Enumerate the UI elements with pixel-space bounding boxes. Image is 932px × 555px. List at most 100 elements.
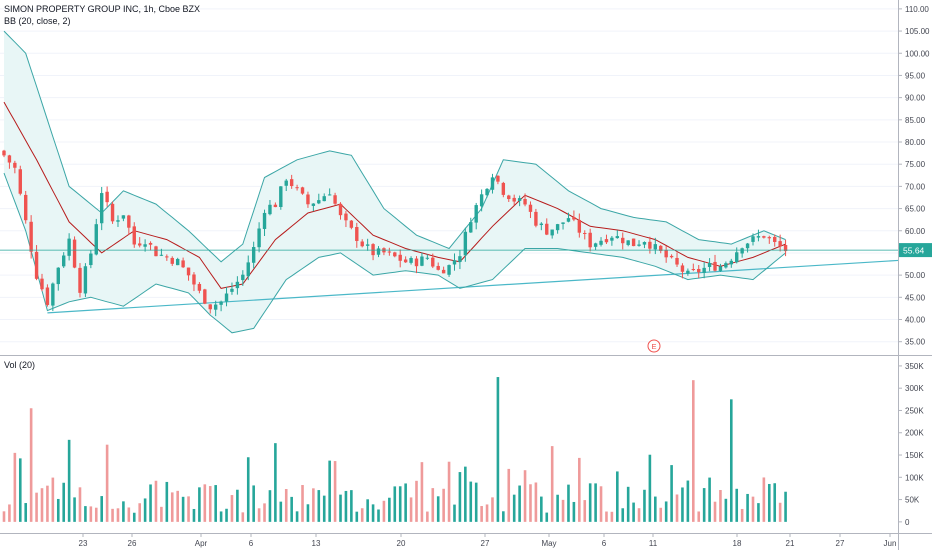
volume-tick-label: 100K [905,473,924,482]
candle-body [409,258,413,263]
volume-bar [599,486,603,522]
candle-body [512,197,516,202]
candle-body [664,250,668,258]
candle-body [458,256,462,263]
candle-body [99,193,104,224]
earnings-marker[interactable]: E [647,339,661,353]
candle-body [360,241,364,247]
volume-tick-label: 150K [905,451,924,460]
volume-legend[interactable]: Vol (20) [4,360,36,370]
volume-bar [192,508,196,522]
candle-body [13,162,17,168]
candle-body [604,239,609,243]
volume-bar [404,483,407,522]
candle-body [566,218,571,222]
price-axis[interactable]: 35.0040.0045.0050.0055.0060.0065.0070.00… [898,5,930,347]
candle-body [181,260,185,268]
volume-bar [143,498,147,522]
candle-body [284,180,288,186]
volume-bar [257,508,261,522]
candle-body [154,246,158,257]
volume-bar [480,506,483,522]
candle-body [116,220,120,222]
candle-body [279,186,283,208]
volume-bar [567,484,570,522]
volume-bar [654,496,657,522]
candle-body [300,187,305,194]
candle-body [89,253,93,266]
candle-body [251,247,256,263]
volume-bar [464,466,467,522]
volume-bar [84,506,87,522]
candle-body [83,266,88,294]
volume-bar [317,490,321,522]
candle-body [588,232,592,248]
volume-bar [219,511,223,522]
volume-bar [545,512,549,522]
candle-body [186,267,191,276]
volume-bar [708,477,711,522]
volume-bar [485,504,489,522]
candle-body [24,194,28,221]
candle-body [376,248,381,255]
volume-bar [127,507,131,522]
volume-bar [51,477,55,522]
price-tick-label: 110.00 [905,5,929,14]
volume-bar [105,444,109,522]
volume-bar [100,496,103,522]
volume-tick-label: 300K [905,384,924,393]
volume-bar [290,496,293,522]
candle-body [441,269,446,274]
symbol-legend[interactable]: SIMON PROPERTY GROUP INC, 1h, Cboe BZX [4,4,201,14]
volume-bar [556,494,559,522]
volume-bar [170,492,174,522]
volume-bar [442,488,445,522]
volume-bar [626,486,630,522]
volume-bar [333,461,337,522]
candle-body [539,223,544,226]
volume-bar [176,490,179,522]
volume-bar [767,483,771,522]
time-axis[interactable]: 23 26 Apr 6 13 20 27 May 6 11 18 21 27 Jun [79,533,897,548]
volume-bar [436,496,440,522]
candle-body [295,187,299,189]
volume-bar [588,483,592,522]
candle-body [262,212,267,229]
volume-bar [149,484,152,522]
price-tick-label: 85.00 [905,116,926,125]
volume-bar [236,489,239,522]
volume-bar [724,498,728,522]
volume-bar [339,494,342,522]
volume-bar [431,488,435,522]
bb-legend[interactable]: BB (20, close, 2) [4,16,71,26]
volume-bar [762,477,766,522]
volume-bar [697,511,701,522]
candle-body [137,243,142,246]
candle-body [762,236,766,238]
volume-bar [279,501,283,522]
volume-bar [94,507,98,522]
candle-body [94,224,98,255]
trendline[interactable] [47,259,899,314]
price-tick-label: 50.00 [905,271,926,280]
candle-body [110,203,115,222]
candle-body [653,244,658,250]
candle-body [452,260,457,265]
volume-bar [263,503,266,522]
candle-body [572,217,576,220]
candle-body [773,236,777,242]
candle-body [213,304,218,310]
volume-axis[interactable]: 0 50K 100K 150K 200K 250K 300K 350K [898,362,924,527]
bollinger-fill [4,31,786,333]
volume-bar [518,485,521,522]
volume-bar [578,457,581,522]
candle-body [707,262,712,267]
volume-bar [496,377,500,522]
volume-bar [246,457,250,522]
volume-bar [409,497,413,522]
price-tick-label: 80.00 [905,138,926,147]
candle-body [718,266,723,271]
candle-body [289,179,294,187]
volume-bar [491,497,494,522]
